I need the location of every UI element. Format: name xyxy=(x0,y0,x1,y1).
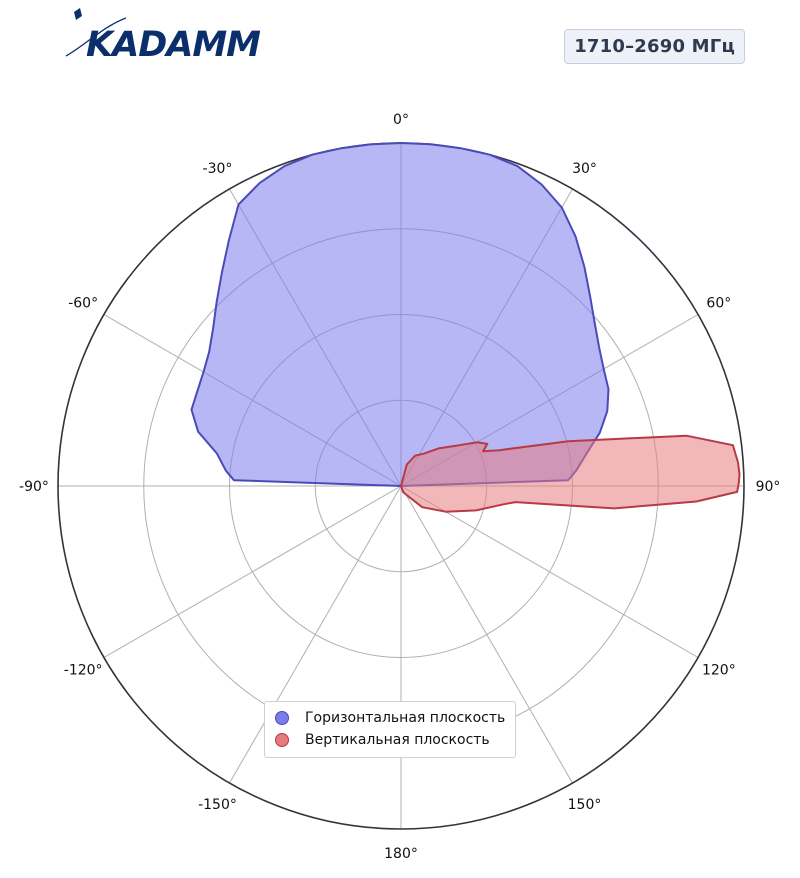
angle-tick-label: -90° xyxy=(19,479,49,495)
logo-wordmark: KADAMM xyxy=(86,25,261,62)
series-horizontal-plane xyxy=(190,142,610,487)
frequency-band-badge: 1710–2690 МГц xyxy=(564,29,745,64)
angle-tick-label: 0° xyxy=(393,112,409,128)
angle-labels: 0° 30° 60° 90° 120° 150° 180° -150° -120° -90° -60… xyxy=(19,112,780,862)
series-layer xyxy=(190,142,741,513)
angle-tick-label: 30° xyxy=(572,161,597,177)
angle-tick-label: 120° xyxy=(702,663,736,679)
angle-tick-label: -150° xyxy=(198,797,237,813)
angle-tick-label: 180° xyxy=(384,846,418,862)
series-vertical-plane xyxy=(400,434,741,513)
logo-swoosh xyxy=(65,17,127,57)
legend-label-vertical: Вертикальная плоскость xyxy=(305,732,490,748)
angle-tick-label: -30° xyxy=(203,161,233,177)
angle-tick-label: -60° xyxy=(68,295,98,311)
angle-tick-label: 150° xyxy=(568,797,602,813)
logo-mark xyxy=(74,8,82,20)
kadamm-logo: KADAMM xyxy=(65,8,262,62)
legend-label-horizontal: Горизонтальная плоскость xyxy=(305,710,506,726)
legend-item-vertical: Вертикальная плоскость xyxy=(275,729,505,751)
chart-legend: Горизонтальная плоскость Вертикальная пл… xyxy=(264,701,517,758)
legend-marker-vertical xyxy=(275,733,289,747)
angle-tick-label: 90° xyxy=(756,479,781,495)
angle-tick-label: 60° xyxy=(706,295,731,311)
legend-item-horizontal: Горизонтальная плоскость xyxy=(275,707,505,729)
legend-marker-horizontal xyxy=(275,711,289,725)
angle-tick-label: -120° xyxy=(64,663,103,679)
